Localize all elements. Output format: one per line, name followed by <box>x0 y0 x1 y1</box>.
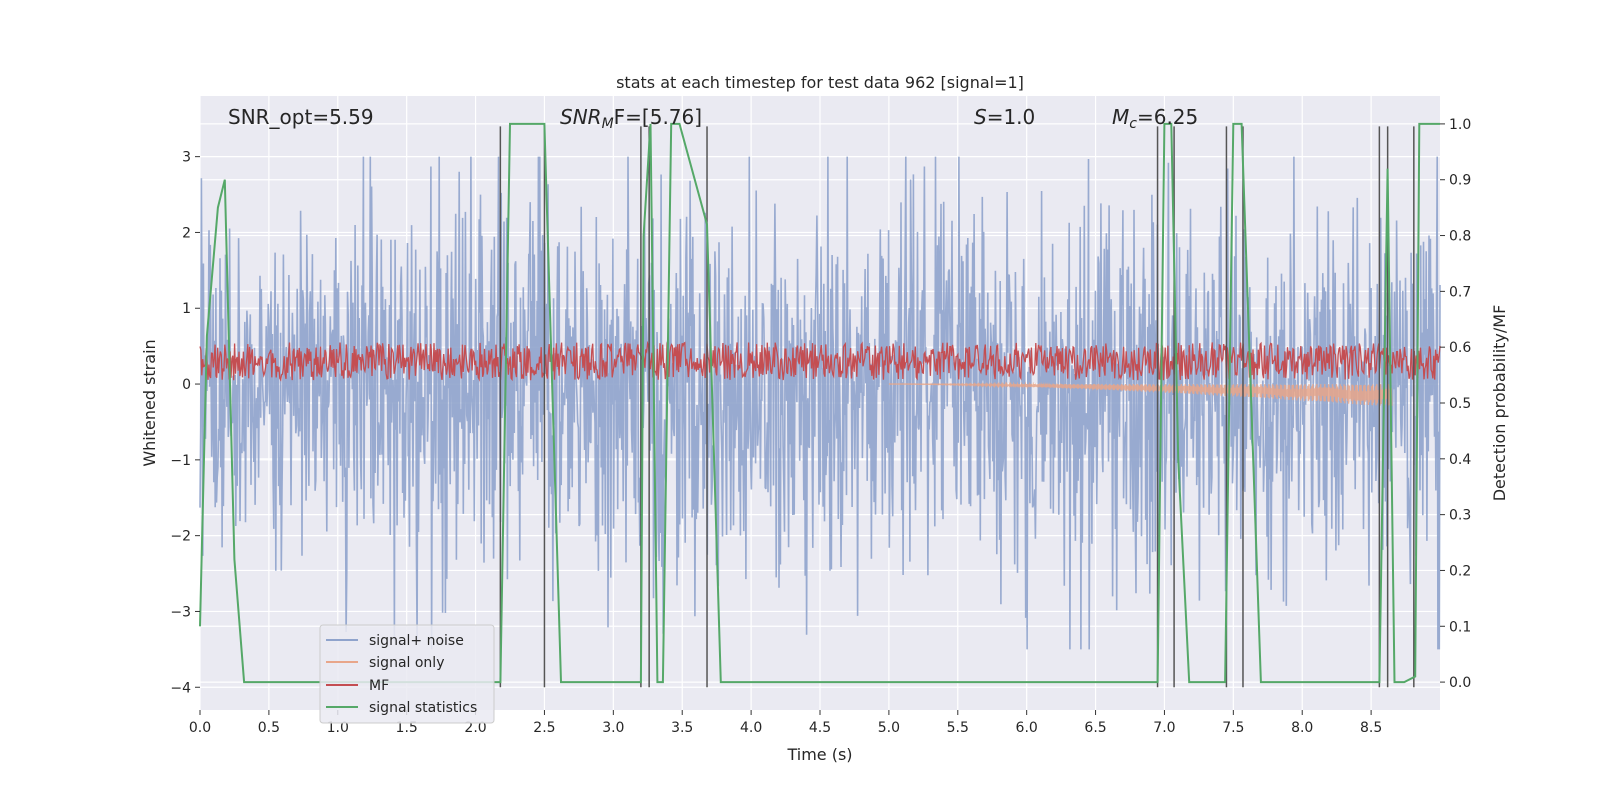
y2-tick-label: 0.7 <box>1449 284 1471 300</box>
legend-box <box>319 624 495 724</box>
legend-label-signal-noise: signal+ noise <box>369 633 464 649</box>
annotation-snr-mf: SNRMF=[5.76] <box>560 105 702 132</box>
x-tick-label: 1.0 <box>327 720 349 736</box>
x-tick-label: 2.5 <box>533 720 555 736</box>
chart-title: stats at each timestep for test data 962… <box>616 73 1024 92</box>
legend: signal+ noise signal only MF signal stat… <box>319 624 495 724</box>
y2-tick-label: 0.4 <box>1449 452 1471 468</box>
x-tick-label: 6.0 <box>1016 720 1038 736</box>
annotation-snr-opt: SNR_opt=5.59 <box>228 105 374 129</box>
x-tick-label: 1.5 <box>396 720 418 736</box>
y2-axis-label: Detection probability/MF <box>1490 305 1509 502</box>
y-tick-label: −4 <box>170 680 191 696</box>
y2-tick-labels: 1.0 0.9 0.8 0.7 0.6 0.5 0.4 0.3 0.2 0.1 0.0 <box>1440 117 1471 691</box>
y-tick-label: −3 <box>170 604 191 620</box>
x-axis-label: Time (s) <box>786 745 852 764</box>
y-tick-label: −2 <box>170 529 191 545</box>
y2-tick-label: 0.3 <box>1449 508 1471 524</box>
x-tick-label: 0.0 <box>189 720 211 736</box>
x-tick-labels: 0.0 0.5 1.0 1.5 2.0 2.5 3.0 3.5 4.0 4.5 5.0 5.5 6.0 6… <box>189 710 1382 736</box>
x-tick-label: 6.5 <box>1084 720 1106 736</box>
x-tick-label: 5.0 <box>878 720 900 736</box>
x-tick-label: 5.5 <box>947 720 969 736</box>
x-tick-label: 7.5 <box>1222 720 1244 736</box>
x-tick-label: 3.0 <box>602 720 624 736</box>
annotation-mc: Mc=6.25 <box>1112 105 1198 132</box>
y-tick-label: 1 <box>182 301 191 317</box>
x-tick-label: 7.0 <box>1153 720 1175 736</box>
legend-label-signal-statistics: signal statistics <box>369 700 477 716</box>
signal-noise-series <box>199 156 1441 650</box>
y2-tick-label: 0.5 <box>1449 396 1471 412</box>
y2-tick-label: 0.6 <box>1449 340 1471 356</box>
legend-label-mf: MF <box>369 678 389 694</box>
y-axis-label: Whitened strain <box>140 339 159 466</box>
annotation-s: S=1.0 <box>974 105 1035 129</box>
signal-noise-line <box>199 156 1441 650</box>
y-tick-label: 2 <box>182 225 191 241</box>
y2-tick-label: 0.9 <box>1449 173 1471 189</box>
x-tick-label: 0.5 <box>258 720 280 736</box>
x-tick-label: 8.0 <box>1291 720 1313 736</box>
mf-series <box>199 340 1441 382</box>
legend-label-signal-only: signal only <box>369 655 444 671</box>
y2-tick-label: 0.2 <box>1449 563 1471 579</box>
y2-tick-label: 0.8 <box>1449 229 1471 245</box>
x-tick-label: 4.0 <box>740 720 762 736</box>
x-tick-label: 4.5 <box>809 720 831 736</box>
x-tick-label: 3.5 <box>671 720 693 736</box>
y2-tick-label: 1.0 <box>1449 117 1471 133</box>
mf-line <box>199 340 1441 382</box>
y-tick-label: −1 <box>170 453 191 469</box>
y-tick-labels: 3 2 1 0 −1 −2 −3 −4 <box>170 150 200 696</box>
y-tick-label: 0 <box>182 377 191 393</box>
x-tick-label: 2.0 <box>464 720 486 736</box>
y2-tick-label: 0.0 <box>1449 675 1471 691</box>
signal-only-line <box>888 381 1393 406</box>
y-tick-label: 3 <box>182 150 191 166</box>
signal-only-series <box>888 381 1393 406</box>
x-tick-label: 8.5 <box>1360 720 1382 736</box>
y2-tick-label: 0.1 <box>1449 619 1471 635</box>
